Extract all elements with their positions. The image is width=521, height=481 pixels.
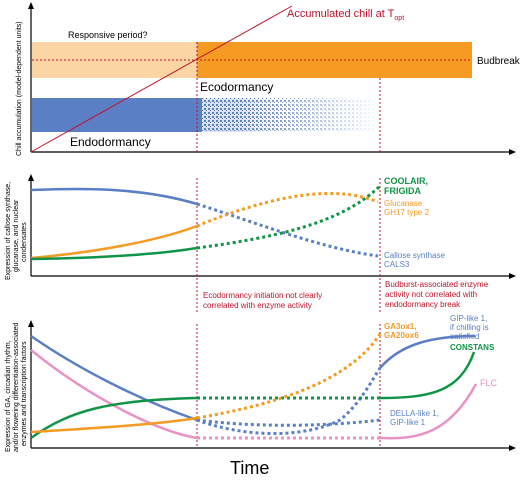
ga-label-2: GA20ox6 (384, 331, 419, 340)
bottom-y-axis-label-1: Expression of GA, circadian rhythm, (5, 340, 12, 452)
note-right-1: Budburst-associated enzyme (385, 280, 489, 289)
callose-curve-dotted (196, 202, 379, 258)
bottom-panel: GA3ox1, GA20ox6 GIP-like 1, if chilling … (5, 314, 516, 452)
callose-label-1: Callose synthase (384, 251, 445, 260)
ga-curve-solid (30, 416, 198, 434)
middle-y-axis-label-3: condensates (21, 222, 28, 262)
budbreak-label: Budbreak (477, 56, 521, 67)
della-curve-dotted (196, 418, 381, 427)
top-y-axis-arrow (28, 2, 34, 9)
bottom-y-axis-label-2: and/or flowering differentiation-associa… (13, 322, 20, 452)
bottom-x-axis-arrow (509, 445, 516, 451)
ga-label-1: GA3ox1, (384, 322, 416, 331)
responsive-band-orange (197, 42, 472, 78)
gip-curve-dotted (196, 367, 382, 436)
middle-y-axis-arrow (28, 174, 34, 181)
glucanase-curve-dotted (196, 191, 379, 228)
ga-curve-dotted (196, 333, 382, 420)
glucanase-label-2: GH17 type 2 (384, 208, 429, 217)
note-left-1: Ecodormancy initiation not clearly (203, 291, 322, 300)
middle-panel: COOLAIR, FRIGIDA Glucanase GH17 type 2 C… (5, 174, 516, 314)
callose-label-2: CALS3 (384, 260, 410, 269)
gip-label-1: GIP-like 1, (450, 314, 487, 323)
constans-label: CONSTANS (450, 343, 495, 352)
endodormancy-speckle-fade (282, 98, 382, 132)
top-y-axis-label: Chill accumulation (model-dependent unit… (16, 21, 23, 156)
bottom-y-axis-arrow (28, 320, 34, 327)
flc-curve-solid (30, 349, 198, 440)
glucanase-curve-solid (30, 224, 198, 260)
note-right-2: activity not correlated with (385, 290, 477, 299)
glucanase-label-1: Glucanase (384, 199, 423, 208)
della-label-1: DELLA-like 1, (390, 409, 439, 418)
coolair-label-1: COOLAIR, (384, 176, 428, 186)
responsive-period-label: Responsive period? (68, 30, 148, 40)
ecodormancy-label: Ecodormancy (200, 80, 273, 94)
gip-curve-rise (379, 334, 476, 369)
accumulated-chill-line (30, 5, 293, 153)
constans-curve-solid (30, 396, 198, 440)
bottom-y-axis-label-3: enzymes and transcription factors (21, 341, 28, 446)
note-right-3: endodormancy break (385, 300, 461, 309)
endodormancy-band (32, 98, 192, 132)
constans-curve-rise (379, 351, 476, 400)
coolair-label-2: FRIGIDA (384, 186, 421, 196)
gip-label-3: satisfied (450, 332, 479, 341)
della-label-2: GIP-like 1 (390, 418, 426, 427)
top-panel: Responsive period? Accumulated chill at … (16, 2, 521, 156)
gip-curve-solid (30, 334, 198, 422)
endodormancy-label: Endodormancy (70, 135, 151, 149)
flc-label: FLC (480, 378, 498, 388)
top-x-axis-arrow (509, 149, 516, 155)
coolair-curve-dotted (196, 184, 382, 250)
note-left-2: correlated with enzyme activity (203, 301, 312, 310)
flc-curve-rise (379, 383, 478, 440)
middle-y-axis-label-2: glucanase, and nuclear (13, 199, 20, 272)
x-axis-label-time: Time (230, 458, 269, 478)
callose-curve-solid (30, 187, 198, 206)
coolair-curve-solid (30, 246, 198, 261)
middle-y-axis-label-1: Expression of callose synthase, (5, 182, 12, 280)
middle-x-axis-arrow (509, 273, 516, 279)
gip-label-2: if chilling is (450, 323, 489, 332)
accumulated-chill-label: Accumulated chill at Topt (287, 8, 404, 22)
